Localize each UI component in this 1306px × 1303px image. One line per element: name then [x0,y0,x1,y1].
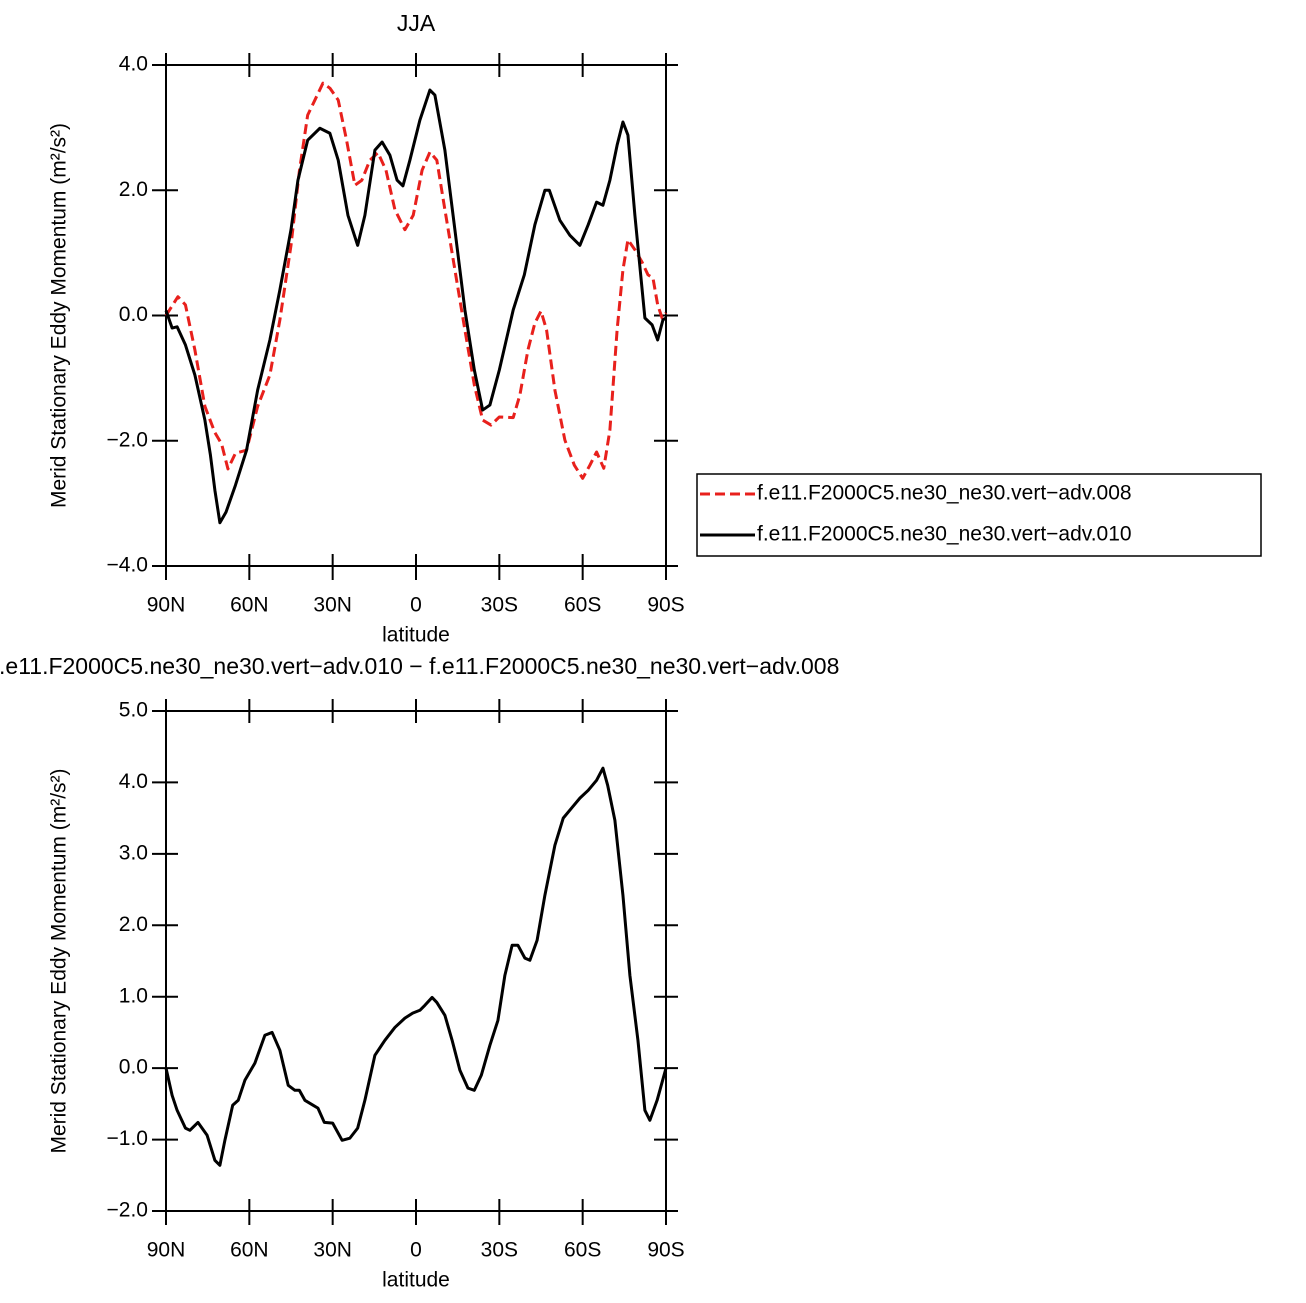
x-tick-label: 60S [564,594,601,617]
x-axis-label: latitude [382,624,450,647]
x-tick-label: 60N [230,1239,269,1262]
chart-title: f.e11.F2000C5.ne30_ne30.vert−adv.010 − f… [0,653,839,679]
y-tick-label: −2.0 [107,428,148,451]
legend-label: f.e11.F2000C5.ne30_ne30.vert−adv.008 [757,482,1132,505]
y-tick-label: 5.0 [119,699,148,722]
y-tick-label: 4.0 [119,770,148,793]
x-tick-label: 90S [647,594,684,617]
x-tick-label: 0 [410,594,422,617]
y-tick-label: −1.0 [107,1127,148,1150]
y-tick-label: 4.0 [119,53,148,76]
data-line [164,81,668,480]
data-line [164,766,668,1167]
legend-box [696,473,1262,557]
y-tick-label: −2.0 [107,1199,148,1222]
y-tick-label: 2.0 [119,913,148,936]
y-tick-label: 0.0 [119,303,148,326]
plot-frame [165,710,667,1212]
y-tick-label: 0.0 [119,1056,148,1079]
y-tick-label: 2.0 [119,178,148,201]
x-tick-label: 30N [313,594,352,617]
chart-title: JJA [397,10,436,36]
y-tick-label: 1.0 [119,984,148,1007]
x-tick-label: 90N [147,594,186,617]
y-tick-label: −4.0 [107,554,148,577]
data-line [164,88,667,525]
x-tick-label: 60N [230,594,269,617]
legend-label: f.e11.F2000C5.ne30_ne30.vert−adv.010 [757,523,1132,546]
x-axis-label: latitude [382,1269,450,1292]
y-axis-label: Merid Stationary Eddy Momentum (m²/s²) [48,123,71,508]
x-tick-label: 0 [410,1239,422,1262]
x-tick-label: 90N [147,1239,186,1262]
y-axis-label: Merid Stationary Eddy Momentum (m²/s²) [48,768,71,1153]
x-tick-label: 30S [481,594,518,617]
x-tick-label: 90S [647,1239,684,1262]
x-tick-label: 60S [564,1239,601,1262]
x-tick-label: 30S [481,1239,518,1262]
x-tick-label: 30N [313,1239,352,1262]
y-tick-label: 3.0 [119,841,148,864]
